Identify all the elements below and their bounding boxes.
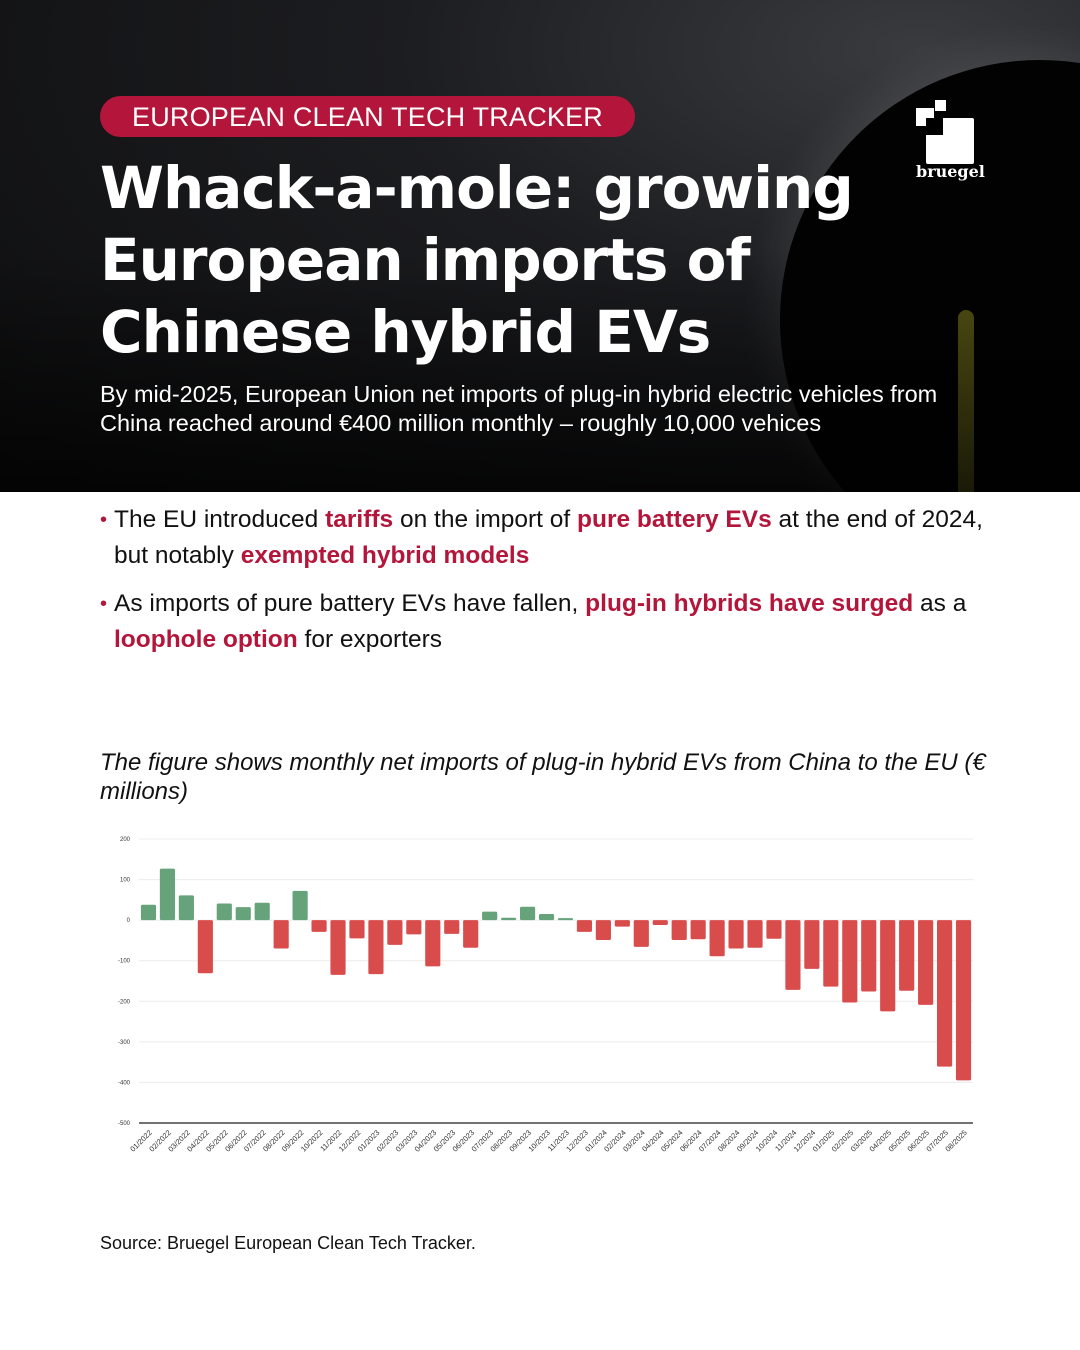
- bar: [406, 920, 422, 935]
- bar: [823, 920, 839, 987]
- bar-chart: 2001000-100-200-300-400-50001/202202/202…: [118, 837, 973, 1154]
- highlight: plug-in hybrids have surged: [585, 590, 914, 617]
- bar: [936, 920, 953, 1067]
- bar: [159, 868, 176, 921]
- bar: [633, 920, 649, 947]
- bar: [178, 895, 194, 921]
- bar: [880, 920, 896, 1012]
- bar: [785, 920, 801, 990]
- bar: [671, 920, 687, 941]
- bar: [614, 920, 630, 927]
- bar: [292, 890, 308, 921]
- key-points: • The EU introduced tariffs on the impor…: [100, 502, 1000, 670]
- bar: [728, 920, 744, 949]
- bar: [709, 920, 725, 957]
- bar: [216, 903, 232, 921]
- bar: [804, 920, 820, 969]
- series-tag: EUROPEAN CLEAN TECH TRACKER: [100, 96, 636, 137]
- text: as a: [913, 590, 967, 617]
- highlight: loophole option: [114, 626, 298, 653]
- source-note: Source: Bruegel European Clean Tech Trac…: [100, 1233, 476, 1253]
- y-tick-label: 200: [120, 837, 131, 843]
- bar: [842, 920, 858, 1003]
- bar: [766, 920, 782, 939]
- bar: [747, 920, 763, 948]
- bar: [425, 920, 441, 967]
- bar: [918, 920, 934, 1005]
- text: The EU introduced: [114, 506, 326, 533]
- bar: [652, 920, 668, 926]
- bullet-point: • The EU introduced tariffs on the impor…: [100, 502, 1000, 574]
- page-title: Whack-a-mole: growing European imports o…: [100, 154, 854, 366]
- highlight: exempted hybrid models: [240, 542, 530, 569]
- y-tick-label: 100: [120, 878, 131, 884]
- bar: [538, 914, 555, 921]
- bullet-point: • As imports of pure battery EVs have fa…: [100, 586, 1000, 658]
- bullet-icon: •: [100, 593, 108, 615]
- bar: [235, 907, 251, 921]
- figure-caption: The figure shows monthly net imports of …: [100, 749, 986, 805]
- bruegel-logo: bruegel: [916, 100, 985, 182]
- background-shade: [0, 250, 1080, 492]
- bar: [955, 920, 972, 1081]
- y-tick-label: 0: [127, 918, 131, 924]
- header-banner: EUROPEAN CLEAN TECH TRACKER Whack-a-mole…: [0, 0, 1080, 492]
- y-tick-label: -500: [118, 1121, 131, 1127]
- highlight: pure battery EVs: [577, 506, 772, 533]
- text: As imports of pure battery EVs have fall…: [114, 590, 586, 617]
- bar: [140, 904, 157, 921]
- y-tick-label: -200: [118, 999, 131, 1005]
- bar: [557, 918, 574, 921]
- bar: [273, 920, 289, 949]
- y-tick-label: -400: [118, 1080, 131, 1086]
- bar: [501, 917, 517, 921]
- bar: [444, 920, 460, 934]
- bar: [899, 920, 915, 991]
- bar: [330, 920, 346, 975]
- bar: [349, 920, 365, 939]
- bar: [595, 920, 611, 941]
- bar: [576, 920, 593, 932]
- text: on the import of: [393, 506, 578, 533]
- bar: [519, 906, 536, 921]
- page-subtitle: By mid-2025, European Union net imports …: [100, 381, 938, 436]
- bar: [254, 902, 270, 921]
- logo-text: bruegel: [916, 162, 985, 181]
- bar: [387, 920, 403, 945]
- bar: [463, 920, 479, 948]
- bar: [197, 920, 213, 974]
- y-tick-label: -100: [118, 959, 131, 965]
- bar: [311, 920, 327, 932]
- bullet-icon: •: [100, 509, 108, 531]
- bar: [861, 920, 877, 992]
- highlight: tariffs: [325, 506, 394, 533]
- bar: [482, 911, 498, 921]
- bar: [690, 920, 706, 940]
- text: at the end of 2024, but notably: [114, 506, 983, 569]
- bar: [368, 920, 384, 975]
- y-tick-label: -300: [118, 1040, 131, 1046]
- text: for exporters: [297, 626, 443, 653]
